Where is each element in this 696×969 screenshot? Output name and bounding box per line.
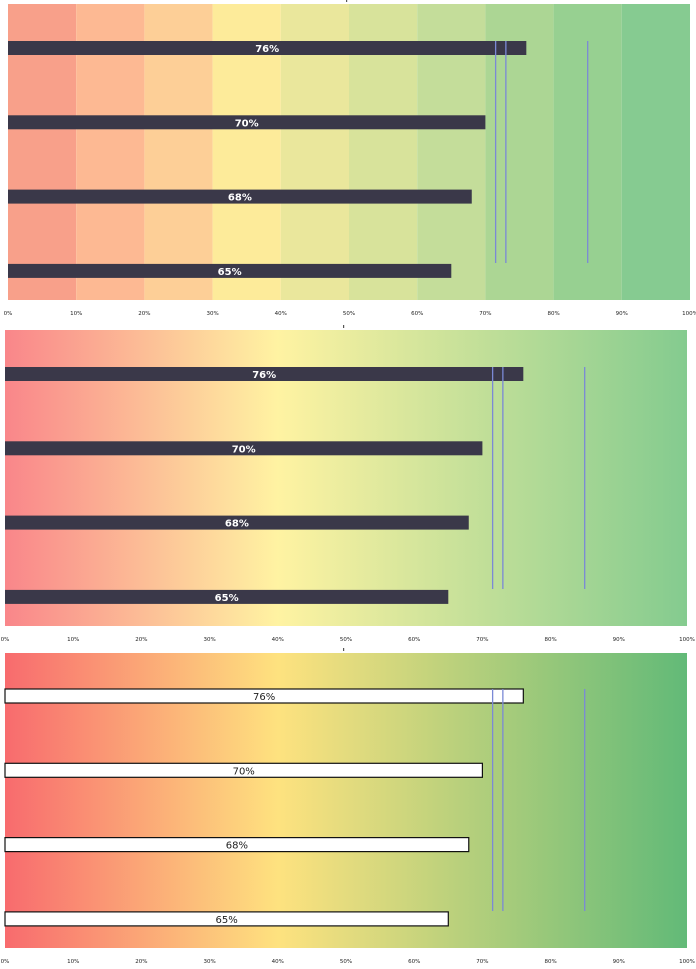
- x-tick-label: 0%: [4, 311, 13, 317]
- x-axis-ticks: 0% 10% 20% 30% 40% 50% 60% 70% 80% 90% 100%: [1, 959, 695, 965]
- x-tick-label: 80%: [544, 637, 556, 643]
- x-tick-label: 70%: [476, 959, 488, 965]
- x-tick-label: 30%: [203, 959, 215, 965]
- bar: [4, 836, 470, 853]
- x-tick-label: 50%: [343, 311, 355, 317]
- x-tick-label: 80%: [547, 311, 559, 317]
- x-tick-label: 100%: [679, 959, 695, 965]
- marker-lines: [494, 41, 589, 263]
- top-tick: [343, 325, 345, 328]
- data-label: 68%: [228, 193, 252, 204]
- x-tick-label: 0%: [1, 637, 10, 643]
- background-band: [621, 4, 690, 300]
- data-label: 76%: [252, 370, 276, 381]
- x-tick-label: 70%: [476, 637, 488, 643]
- data-label: 68%: [225, 519, 249, 530]
- x-axis-ticks: 0% 10% 20% 30% 40% 50% 60% 70% 80% 90% 100%: [4, 311, 696, 317]
- x-tick-label: 60%: [408, 637, 420, 643]
- data-label: 65%: [218, 267, 242, 278]
- data-label: 76%: [255, 44, 279, 55]
- bars: 76% 70% 68% 65%: [8, 41, 527, 278]
- x-tick-label: 10%: [67, 637, 79, 643]
- data-label: 70%: [232, 444, 256, 455]
- bar: [5, 515, 469, 530]
- bar: [5, 441, 483, 456]
- data-label: 68%: [226, 841, 248, 852]
- marker-lines: [491, 689, 586, 911]
- x-tick-label: 20%: [138, 311, 150, 317]
- bar: [4, 688, 524, 704]
- bars: 76% 70% 68% 65%: [5, 367, 524, 604]
- x-tick-label: 50%: [340, 637, 352, 643]
- x-tick-label: 80%: [544, 959, 556, 965]
- x-tick-label: 20%: [135, 637, 147, 643]
- x-tick-label: 90%: [613, 637, 625, 643]
- x-tick-label: 100%: [679, 637, 695, 643]
- x-tick-label: 60%: [408, 959, 420, 965]
- x-tick-label: 90%: [616, 311, 628, 317]
- bar: [4, 911, 449, 927]
- x-tick-label: 30%: [203, 637, 215, 643]
- bar: [4, 762, 483, 778]
- x-tick-label: 30%: [206, 311, 218, 317]
- x-tick-label: 70%: [479, 311, 491, 317]
- x-tick-label: 40%: [272, 959, 284, 965]
- bar: [8, 41, 527, 55]
- bar: [5, 367, 524, 381]
- data-label: 65%: [215, 593, 239, 604]
- data-label: 70%: [235, 118, 259, 129]
- bar: [8, 115, 486, 130]
- bar: [8, 189, 472, 204]
- chart-banded: 76% 70% 68% 65% 0% 10% 20% 30% 40% 50% 60% 70% 80% 90…: [4, 0, 696, 317]
- bar: [5, 589, 449, 604]
- x-tick-label: 90%: [613, 959, 625, 965]
- x-tick-label: 0%: [1, 959, 10, 965]
- bar: [8, 263, 452, 278]
- data-label: 76%: [253, 692, 275, 703]
- marker-lines: [491, 367, 586, 589]
- top-tick: [343, 648, 345, 651]
- data-label: 70%: [233, 766, 255, 777]
- x-tick-label: 100%: [682, 311, 696, 317]
- x-tick-label: 40%: [272, 637, 284, 643]
- x-tick-label: 60%: [411, 311, 423, 317]
- bars: 76% 70% 68% 65%: [4, 688, 524, 927]
- x-tick-label: 50%: [340, 959, 352, 965]
- chart-strong-gradient: 76% 70% 68% 65% 0% 10% 20% 30% 40% 50% 60% 70% 80% 90…: [1, 648, 695, 965]
- data-label: 65%: [216, 915, 238, 926]
- x-tick-label: 10%: [67, 959, 79, 965]
- x-tick-label: 40%: [275, 311, 287, 317]
- x-axis-ticks: 0% 10% 20% 30% 40% 50% 60% 70% 80% 90% 100%: [1, 637, 695, 643]
- chart-soft-gradient: 76% 70% 68% 65% 0% 10% 20% 30% 40% 50% 60% 70% 80% 90…: [1, 325, 695, 643]
- x-tick-label: 10%: [70, 311, 82, 317]
- top-tick: [346, 0, 348, 2]
- x-tick-label: 20%: [135, 959, 147, 965]
